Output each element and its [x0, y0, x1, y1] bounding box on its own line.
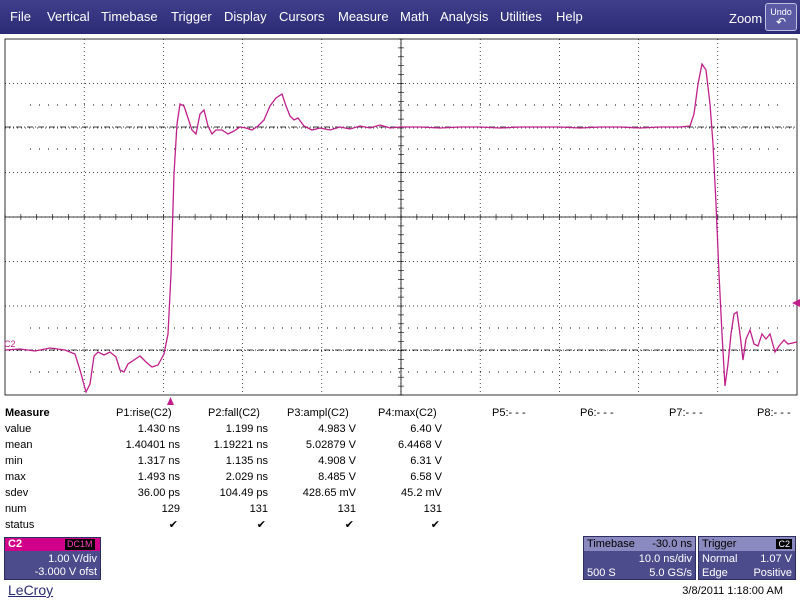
p4-max: 6.58 V: [410, 471, 442, 483]
waveform-display[interactable]: C2: [0, 34, 800, 405]
timebase-samples: 500 S: [587, 567, 616, 579]
trigger-level: 1.07 V: [760, 553, 792, 565]
p4-min: 6.31 V: [410, 455, 442, 467]
p2-max: 2.029 ns: [225, 471, 268, 483]
row-label-mean: mean: [5, 439, 33, 451]
p3-status-icon: ✔: [344, 519, 354, 531]
p1-value: 1.430 ns: [137, 423, 180, 435]
channel-descriptor-header: C2 DC1M: [5, 538, 100, 551]
graticule: [4, 38, 798, 396]
row-label-num: num: [5, 503, 27, 515]
trigger-title-bar: [699, 537, 795, 551]
p2-value: 1.199 ns: [225, 423, 268, 435]
menu-help[interactable]: Help: [556, 9, 583, 24]
p2-min: 1.135 ns: [225, 455, 268, 467]
p2-sdev: 104.49 ps: [219, 487, 268, 499]
row-label-max: max: [5, 471, 26, 483]
channel-name: C2: [8, 538, 23, 550]
channel-descriptor-c2[interactable]: C2 DC1M 1.00 V/div -3.000 V ofst: [4, 537, 101, 580]
row-label-sdev: sdev: [5, 487, 29, 499]
channel-vdiv: 1.00 V/div: [48, 553, 97, 565]
row-label-value: value: [5, 423, 32, 435]
p1-max: 1.493 ns: [137, 471, 180, 483]
measure-title: Measure: [5, 407, 50, 419]
p4-num: 131: [423, 503, 442, 515]
p4-value: 6.40 V: [410, 423, 442, 435]
channel-coupling-badge: DC1M: [65, 539, 95, 550]
trigger-mode: Normal: [702, 553, 738, 565]
p4-mean: 6.4468 V: [397, 439, 442, 451]
param-header-p1[interactable]: P1:rise(C2): [116, 407, 172, 419]
trigger-title: Trigger: [702, 538, 737, 550]
trigger-slope: Positive: [753, 567, 792, 579]
menu-display[interactable]: Display: [224, 9, 267, 24]
menu-vertical[interactable]: Vertical: [47, 9, 90, 24]
menu-math[interactable]: Math: [400, 9, 429, 24]
trigger-source-badge: C2: [776, 539, 792, 549]
param-header-p6[interactable]: P6:- - -: [580, 407, 614, 419]
param-header-p4[interactable]: P4:max(C2): [378, 407, 437, 419]
menu-timebase[interactable]: Timebase: [101, 9, 158, 24]
menu-cursors[interactable]: Cursors: [279, 9, 325, 24]
p2-status-icon: ✔: [256, 519, 266, 531]
zoom-label[interactable]: Zoom: [729, 11, 763, 26]
trigger-type: Edge: [702, 567, 728, 579]
channel-trace: [4, 62, 798, 394]
p4-sdev: 45.2 mV: [401, 487, 442, 499]
param-header-p2[interactable]: P2:fall(C2): [208, 407, 260, 419]
measure-table: Measure P1:rise(C2) P2:fall(C2) P3:ampl(…: [0, 405, 800, 535]
p2-mean: 1.19221 ns: [213, 439, 268, 451]
menu-analysis[interactable]: Analysis: [440, 9, 489, 24]
p3-value: 4.983 V: [318, 423, 356, 435]
p3-num: 131: [337, 503, 356, 515]
lecroy-logo: LeCroy: [8, 582, 54, 598]
param-header-p3[interactable]: P3:ampl(C2): [287, 407, 349, 419]
p3-min: 4.908 V: [318, 455, 356, 467]
param-header-p5[interactable]: P5:- - -: [492, 407, 526, 419]
undo-label: Undo: [770, 7, 792, 17]
p1-num: 129: [161, 503, 180, 515]
timebase-tdiv: 10.0 ns/div: [638, 553, 692, 565]
p1-status-icon: ✔: [168, 519, 178, 531]
param-header-p7[interactable]: P7:- - -: [669, 407, 703, 419]
p1-mean: 1.40401 ns: [125, 439, 180, 451]
p3-max: 8.485 V: [318, 471, 356, 483]
row-label-min: min: [5, 455, 23, 467]
timebase-delay: -30.0 ns: [652, 538, 692, 550]
p3-sdev: 428.65 mV: [302, 487, 356, 499]
undo-button[interactable]: Undo ↶: [765, 3, 797, 31]
timebase-descriptor[interactable]: Timebase -30.0 ns 10.0 ns/div 500 S 5.0 …: [583, 536, 696, 580]
timebase-title-bar: [584, 537, 695, 551]
p3-mean: 5.02879 V: [305, 439, 356, 451]
param-header-p8[interactable]: P8:- - -: [757, 407, 791, 419]
menu-measure[interactable]: Measure: [338, 9, 389, 24]
menu-trigger[interactable]: Trigger: [171, 9, 212, 24]
p1-min: 1.317 ns: [137, 455, 180, 467]
p1-sdev: 36.00 ps: [137, 487, 180, 499]
trigger-descriptor[interactable]: Trigger C2 Normal 1.07 V Edge Positive: [698, 536, 796, 580]
date-time: 3/8/2011 1:18:00 AM: [682, 585, 783, 597]
trigger-position-icon[interactable]: [167, 397, 174, 405]
menu-file[interactable]: File: [10, 9, 31, 24]
row-label-status: status: [5, 519, 35, 531]
channel-marker-label: C2: [4, 339, 16, 349]
undo-arrow-icon: ↶: [775, 15, 787, 29]
trigger-level-icon[interactable]: [792, 299, 800, 307]
timebase-rate: 5.0 GS/s: [649, 567, 692, 579]
menu-utilities[interactable]: Utilities: [500, 9, 542, 24]
p4-status-icon: ✔: [430, 519, 440, 531]
channel-offset: -3.000 V ofst: [34, 566, 97, 578]
menu-bar: File Vertical Timebase Trigger Display C…: [0, 0, 800, 34]
timebase-title: Timebase: [587, 538, 635, 550]
p2-num: 131: [249, 503, 268, 515]
